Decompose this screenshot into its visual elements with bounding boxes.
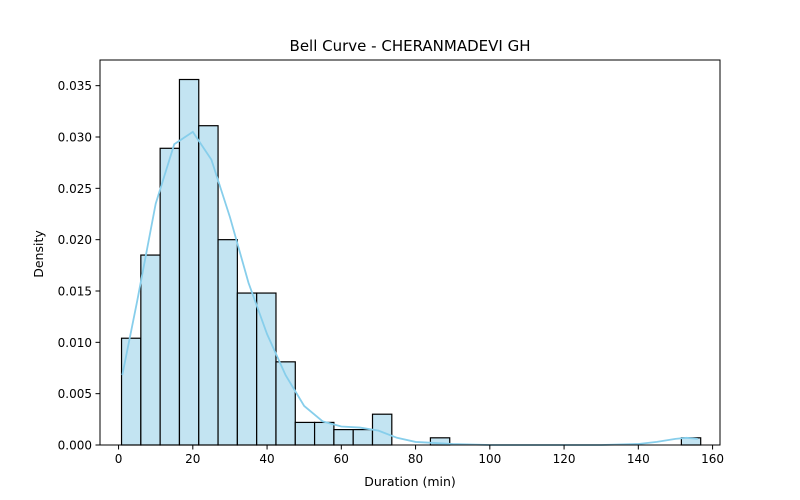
x-tick-label: 80 xyxy=(408,452,423,466)
histogram-bar xyxy=(217,239,238,446)
x-axis-label: Duration (min) xyxy=(364,474,456,489)
x-tick-label: 140 xyxy=(627,452,650,466)
x-axis: 0 20 40 60 80 100 120 140 160 xyxy=(115,445,724,466)
x-tick-label: 60 xyxy=(334,452,349,466)
histogram-bars xyxy=(120,78,702,446)
y-axis: 0.000 0.005 0.010 0.015 0.020 0.025 0.030 0.035 xyxy=(58,79,100,453)
histogram-bar xyxy=(120,337,142,446)
x-tick-label: 0 xyxy=(115,452,123,466)
histogram-bar xyxy=(159,147,181,446)
y-tick-label: 0.025 xyxy=(58,182,92,196)
histogram-bar xyxy=(313,421,335,446)
chart-title: Bell Curve - CHERANMADEVI GH xyxy=(290,37,531,55)
x-tick-label: 20 xyxy=(185,452,200,466)
histogram-bar xyxy=(294,421,316,446)
y-axis-label: Density xyxy=(31,230,46,278)
plot-frame xyxy=(99,59,721,446)
histogram-bar xyxy=(333,429,354,446)
histogram-bar xyxy=(352,429,374,446)
y-tick-label: 0.020 xyxy=(58,233,92,247)
y-tick-label: 0.005 xyxy=(58,387,92,401)
x-tick-label: 160 xyxy=(701,452,724,466)
x-tick-label: 100 xyxy=(478,452,501,466)
x-tick-label: 120 xyxy=(553,452,576,466)
histogram-bar xyxy=(140,254,161,446)
y-tick-label: 0.015 xyxy=(58,285,92,299)
kde-curve xyxy=(121,130,698,446)
y-tick-label: 0.030 xyxy=(58,131,92,145)
y-tick-label: 0.035 xyxy=(58,79,92,93)
x-tick-label: 40 xyxy=(259,452,274,466)
y-tick-label: 0.000 xyxy=(58,439,92,453)
histogram-bar xyxy=(236,292,258,446)
y-tick-label: 0.010 xyxy=(58,336,92,350)
